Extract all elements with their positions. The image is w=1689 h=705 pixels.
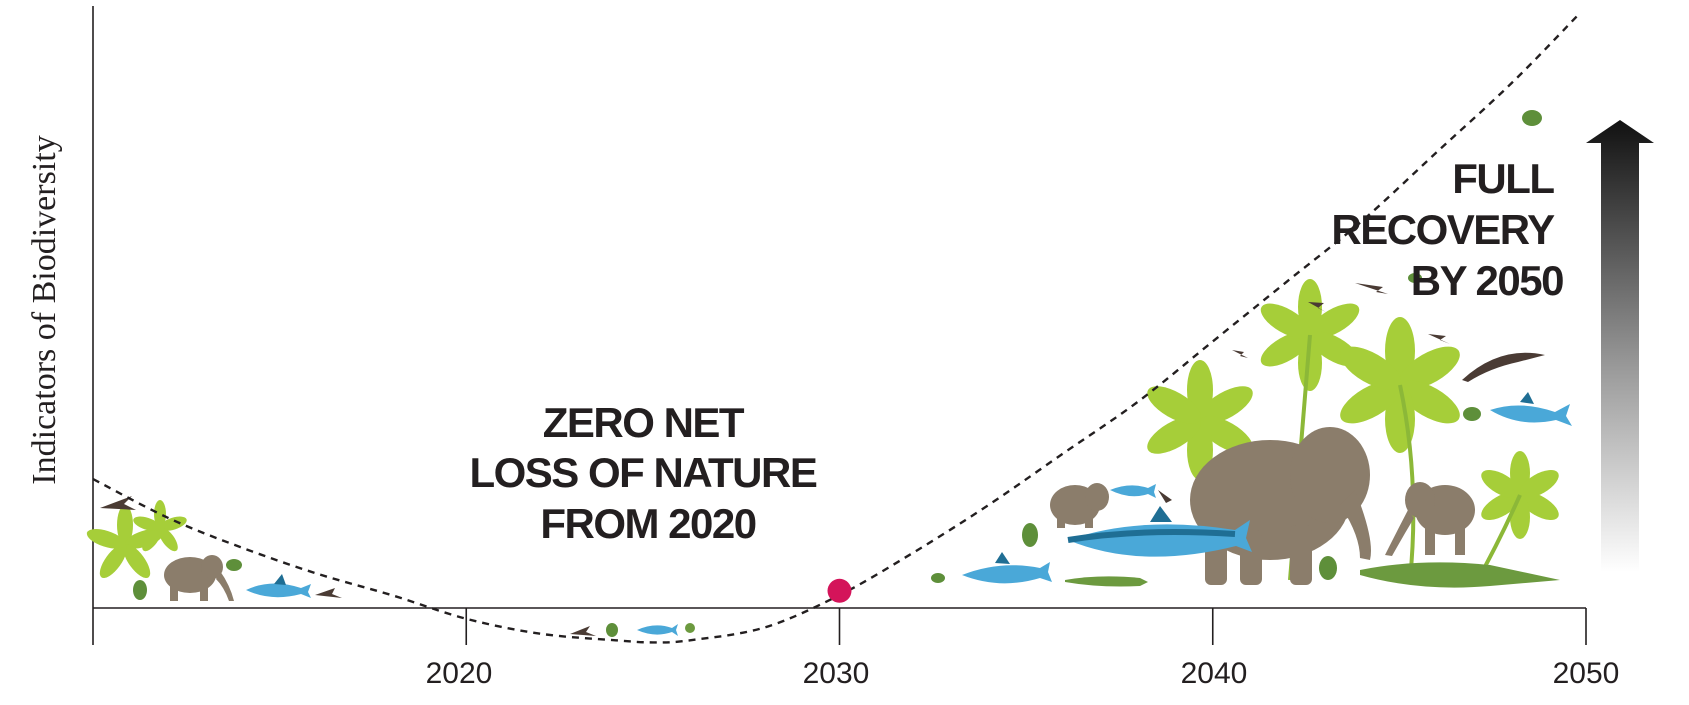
x-tick-label-2050: 2050 [1553, 657, 1620, 690]
zero-net-loss-annotation: ZERO NET LOSS OF NATURE FROM 2020 [469, 399, 826, 547]
elephant-icon [164, 555, 234, 601]
full-recovery-annotation: FULL RECOVERY BY 2050 [1331, 155, 1563, 304]
biodiversity-trajectory-line [92, 13, 1580, 644]
annotation-line: BY 2050 [1411, 257, 1563, 304]
plant-icon [86, 505, 164, 579]
frog-icon [931, 110, 1542, 583]
frog-icon [606, 623, 618, 637]
annotation-line: ZERO NET [543, 399, 745, 446]
bird-icon [1158, 283, 1545, 503]
x-tick-label-2020: 2020 [426, 657, 493, 690]
annotation-line: FROM 2020 [540, 500, 755, 547]
plant-icon [1260, 279, 1360, 391]
shark-icon [1067, 506, 1252, 557]
x-tick-label-2030: 2030 [803, 657, 870, 690]
crocodile-icon [1065, 576, 1148, 587]
annotation-line: LOSS OF NATURE [469, 449, 816, 496]
shark-icon [637, 624, 678, 636]
bird-icon [570, 626, 596, 636]
shark-icon [962, 552, 1052, 584]
frog-icon [685, 623, 695, 633]
annotation-line: RECOVERY [1331, 206, 1555, 253]
shark-icon [1110, 484, 1156, 498]
plant-icon [1340, 317, 1460, 453]
y-axis-label: Indicators of Biodiversity [26, 135, 63, 484]
elephant-icon [1190, 427, 1371, 585]
x-axis-ticks [465, 608, 1587, 645]
elephant-icon [1050, 483, 1109, 528]
wildlife-illustration-bottom [570, 623, 695, 637]
crocodile-icon [1360, 562, 1560, 588]
plant-icon [133, 500, 187, 552]
bird-icon [100, 496, 342, 598]
frog-icon [133, 559, 242, 600]
shark-icon [1490, 392, 1572, 426]
wildlife-illustration-left [86, 496, 342, 601]
up-arrow-gradient-icon [1586, 120, 1654, 572]
wildlife-illustration-right [931, 110, 1572, 588]
shark-icon [246, 574, 311, 598]
elephant-icon [1385, 482, 1475, 556]
milestone-point-2030 [827, 578, 852, 603]
annotation-line: FULL [1452, 155, 1554, 202]
x-tick-label-2040: 2040 [1181, 657, 1248, 690]
